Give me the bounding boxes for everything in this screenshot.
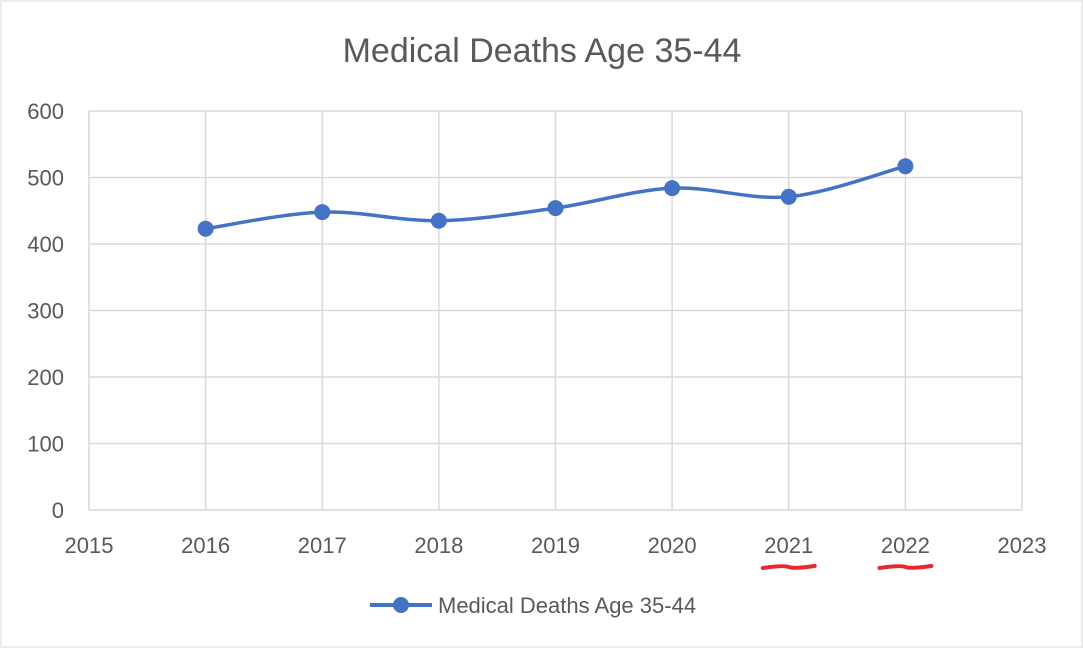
- x-tick-label: 2018: [414, 533, 463, 558]
- y-tick-label: 0: [52, 498, 64, 523]
- y-tick-label: 400: [27, 232, 64, 257]
- annotation-underline: [760, 564, 817, 570]
- legend-label: Medical Deaths Age 35-44: [438, 593, 696, 618]
- x-tick-label: 2019: [531, 533, 580, 558]
- x-tick-label: 2016: [181, 533, 230, 558]
- y-tick-label: 500: [27, 166, 64, 191]
- chart-title: Medical Deaths Age 35-44: [343, 32, 742, 70]
- x-tick-label: 2015: [65, 533, 114, 558]
- series-group: [197, 158, 914, 237]
- data-point: [897, 158, 914, 175]
- x-tick-label: 2017: [298, 533, 347, 558]
- legend: Medical Deaths Age 35-44: [370, 593, 696, 618]
- x-tick-label: 2022: [881, 533, 930, 558]
- data-point: [547, 200, 564, 217]
- data-point: [664, 180, 681, 197]
- data-point: [780, 188, 797, 205]
- x-tick-label: 2020: [648, 533, 697, 558]
- annotations: [760, 564, 934, 570]
- x-tick-label: 2021: [764, 533, 813, 558]
- y-tick-label: 600: [27, 99, 64, 124]
- data-point: [314, 204, 331, 221]
- legend-marker-swatch: [393, 597, 409, 613]
- x-tick-label: 2023: [998, 533, 1047, 558]
- data-point: [430, 212, 447, 229]
- data-point: [197, 220, 214, 237]
- y-tick-label: 200: [27, 365, 64, 390]
- y-tick-label: 100: [27, 432, 64, 457]
- annotation-underline: [877, 564, 934, 570]
- axes: 0 100 200 300 400 500 600 2015 2016 2017 2018 2019 2…: [27, 99, 1046, 558]
- y-tick-label: 300: [27, 299, 64, 324]
